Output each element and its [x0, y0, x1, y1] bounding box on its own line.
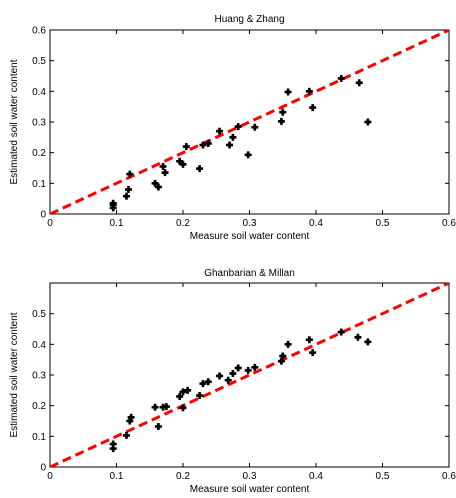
x-tick-label: 0.4 — [309, 471, 323, 482]
y-tick-label: 0 — [40, 210, 46, 221]
data-point — [354, 333, 362, 341]
x-tick-label: 0.2 — [176, 218, 190, 229]
reference-line — [50, 283, 449, 467]
chart-ghanbarian-millan: Ghanbarian & Millan 0 0.1 0.2 0.3 0.4 0.5 0.6 0 0… — [9, 268, 456, 495]
data-point — [229, 133, 237, 141]
y-tick-label: 0.3 — [32, 118, 46, 129]
y-tick-label: 0.4 — [32, 87, 46, 98]
data-point — [184, 386, 192, 394]
x-tick-label: 0.6 — [442, 218, 456, 229]
data-point — [305, 336, 313, 344]
data-point — [159, 162, 167, 170]
data-point — [277, 117, 285, 125]
reference-line — [50, 30, 449, 214]
data-point — [216, 372, 224, 380]
y-tick-label: 0.5 — [32, 56, 46, 67]
data-point — [179, 160, 187, 168]
data-point — [234, 123, 242, 131]
data-point — [224, 376, 232, 384]
chart-title: Huang & Zhang — [214, 14, 284, 25]
data-point — [337, 74, 345, 82]
data-point — [244, 366, 252, 374]
chart-huang-zhang: Huang & Zhang 0 0.1 0.2 0.3 0.4 0.5 0.6 0 0.1 0.2 0… — [9, 14, 456, 242]
data-point — [122, 431, 130, 439]
data-point — [279, 352, 287, 360]
data-point — [251, 363, 259, 371]
y-tick-label: 0.1 — [32, 179, 46, 190]
data-point — [196, 392, 204, 400]
data-point — [124, 185, 132, 193]
data-point — [109, 199, 117, 207]
x-tick-label: 0 — [47, 471, 53, 482]
data-point — [182, 143, 190, 151]
y-tick-label: 0.2 — [32, 148, 46, 159]
data-point — [179, 404, 187, 412]
data-point — [151, 403, 159, 411]
data-point — [199, 380, 207, 388]
x-tick-label: 0.3 — [243, 218, 257, 229]
data-point — [176, 392, 184, 400]
data-point — [151, 179, 159, 187]
data-point — [204, 139, 212, 147]
data-point — [355, 79, 363, 87]
x-tick-label: 0.1 — [110, 471, 124, 482]
data-point — [109, 440, 117, 448]
y-tick-label: 0.4 — [32, 340, 46, 351]
data-point — [309, 349, 317, 357]
y-tick-label: 0.2 — [32, 401, 46, 412]
data-point — [277, 357, 285, 365]
data-point — [364, 118, 372, 126]
data-point — [226, 141, 234, 149]
data-point — [216, 127, 224, 135]
data-point — [305, 87, 313, 95]
data-point — [154, 423, 162, 431]
x-tick-label: 0.5 — [376, 471, 390, 482]
data-point — [284, 88, 292, 96]
y-axis-label: Estimated soil water content — [9, 312, 20, 437]
y-tick-label: 0 — [40, 463, 46, 474]
data-point — [309, 104, 317, 112]
data-point — [154, 183, 162, 191]
data-point — [337, 328, 345, 336]
y-tick-label: 0.6 — [32, 26, 46, 37]
data-point — [161, 169, 169, 177]
x-tick-label: 0.3 — [243, 471, 257, 482]
x-tick-label: 0.1 — [110, 218, 124, 229]
data-point — [162, 403, 170, 411]
x-tick-label: 0 — [47, 218, 53, 229]
chart-title: Ghanbarian & Millan — [204, 268, 295, 279]
data-point — [234, 364, 242, 372]
x-axis-label: Measure soil water content — [190, 484, 310, 495]
data-point — [364, 338, 372, 346]
data-point — [244, 151, 252, 159]
y-tick-label: 0.5 — [32, 309, 46, 320]
y-axis-label: Estimated soil water content — [9, 59, 20, 184]
data-point — [126, 170, 134, 178]
data-point — [196, 165, 204, 173]
data-point — [199, 141, 207, 149]
data-point — [204, 378, 212, 386]
x-tick-label: 0.4 — [309, 218, 323, 229]
x-axis-label: Measure soil water content — [190, 231, 310, 242]
data-point — [179, 388, 187, 396]
data-point — [284, 340, 292, 348]
y-tick-label: 0.1 — [32, 432, 46, 443]
data-point — [279, 108, 287, 116]
data-point — [122, 192, 130, 200]
y-tick-label: 0.3 — [32, 371, 46, 382]
x-tick-label: 0.6 — [442, 471, 456, 482]
data-point — [127, 413, 135, 421]
data-point — [229, 369, 237, 377]
x-tick-label: 0.5 — [376, 218, 390, 229]
data-point — [251, 123, 259, 131]
x-tick-label: 0.2 — [176, 471, 190, 482]
